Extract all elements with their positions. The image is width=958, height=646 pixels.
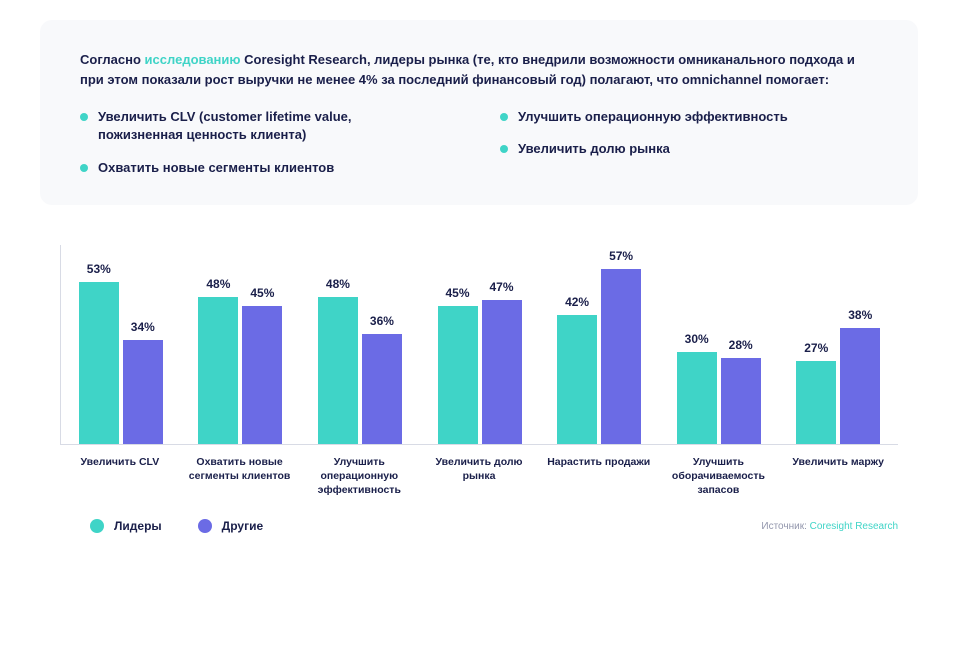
- bar-value-label: 57%: [609, 249, 633, 263]
- bullet-text: Увеличить CLV (customer lifetime value, …: [98, 108, 420, 144]
- bar: 36%: [362, 334, 402, 444]
- bullet-dot-icon: [80, 113, 88, 121]
- bar-value-label: 34%: [131, 320, 155, 334]
- bullets-right: Улучшить операционную эффективность Увели…: [500, 108, 788, 177]
- bar: 27%: [796, 361, 836, 444]
- bullet-dot-icon: [500, 145, 508, 153]
- bar-value-label: 48%: [206, 277, 230, 291]
- x-label: Увеличить долю рынка: [419, 455, 539, 498]
- intro-text: Согласно исследованию Coresight Research…: [80, 50, 878, 90]
- legend-label: Другие: [222, 519, 263, 533]
- bullet-dot-icon: [80, 164, 88, 172]
- bar-value-label: 47%: [490, 280, 514, 294]
- bar-value-label: 53%: [87, 262, 111, 276]
- source-link[interactable]: Coresight Research: [810, 521, 898, 532]
- source-prefix: Источник:: [761, 521, 809, 532]
- x-label: Улучшить оборачиваемость запасов: [659, 455, 779, 498]
- bar-group: 53%34%: [61, 245, 181, 444]
- bar: 38%: [840, 328, 880, 444]
- bullet-item: Увеличить CLV (customer lifetime value, …: [80, 108, 420, 144]
- bar: 53%: [79, 282, 119, 444]
- bar-value-label: 27%: [804, 341, 828, 355]
- bullet-item: Улучшить операционную эффективность: [500, 108, 788, 126]
- legend-item: Лидеры: [90, 519, 162, 533]
- bullets-left: Увеличить CLV (customer lifetime value, …: [80, 108, 420, 177]
- bar: 45%: [242, 306, 282, 444]
- legend: Лидеры Другие: [90, 519, 263, 533]
- x-label: Увеличить CLV: [60, 455, 180, 498]
- bullet-text: Охватить новые сегменты клиентов: [98, 159, 334, 177]
- bullet-text: Увеличить долю рынка: [518, 140, 670, 158]
- bar: 42%: [557, 315, 597, 444]
- bar: 48%: [318, 297, 358, 444]
- bar-value-label: 30%: [685, 332, 709, 346]
- bar: 28%: [721, 358, 761, 444]
- bar: 30%: [677, 352, 717, 444]
- bar-value-label: 28%: [729, 338, 753, 352]
- intro-pre: Согласно: [80, 52, 145, 67]
- x-axis-labels: Увеличить CLVОхватить новые сегменты кли…: [60, 455, 898, 498]
- x-label: Нарастить продажи: [539, 455, 659, 498]
- bar-value-label: 38%: [848, 308, 872, 322]
- bar-value-label: 48%: [326, 277, 350, 291]
- x-label: Улучшить операционную эффективность: [299, 455, 419, 498]
- legend-swatch-icon: [90, 519, 104, 533]
- bar: 48%: [198, 297, 238, 444]
- intro-link[interactable]: исследованию: [145, 52, 241, 67]
- x-label: Охватить новые сегменты клиентов: [180, 455, 300, 498]
- bar-chart: 53%34%48%45%48%36%45%47%42%57%30%28%27%3…: [60, 245, 898, 445]
- chart-zone: 53%34%48%45%48%36%45%47%42%57%30%28%27%3…: [60, 245, 898, 498]
- legend-item: Другие: [198, 519, 263, 533]
- bullet-text: Улучшить операционную эффективность: [518, 108, 788, 126]
- bullet-item: Увеличить долю рынка: [500, 140, 788, 158]
- x-label: Увеличить маржу: [778, 455, 898, 498]
- legend-label: Лидеры: [114, 519, 162, 533]
- legend-swatch-icon: [198, 519, 212, 533]
- bar-value-label: 45%: [250, 286, 274, 300]
- bar-group: 27%38%: [778, 245, 898, 444]
- chart-footer: Лидеры Другие Источник: Coresight Researc…: [60, 519, 898, 533]
- bullet-dot-icon: [500, 113, 508, 121]
- bar-value-label: 45%: [446, 286, 470, 300]
- source-text: Источник: Coresight Research: [761, 521, 898, 532]
- bar-group: 30%28%: [659, 245, 779, 444]
- info-card: Согласно исследованию Coresight Research…: [40, 20, 918, 205]
- bar-group: 48%36%: [300, 245, 420, 444]
- bullet-item: Охватить новые сегменты клиентов: [80, 159, 420, 177]
- bar-value-label: 42%: [565, 295, 589, 309]
- bullets-wrap: Увеличить CLV (customer lifetime value, …: [80, 108, 878, 177]
- bar-group: 48%45%: [181, 245, 301, 444]
- bar-group: 42%57%: [539, 245, 659, 444]
- bar: 47%: [482, 300, 522, 444]
- bar-group: 45%47%: [420, 245, 540, 444]
- bar: 45%: [438, 306, 478, 444]
- bar: 57%: [601, 269, 641, 444]
- bar: 34%: [123, 340, 163, 444]
- bar-value-label: 36%: [370, 314, 394, 328]
